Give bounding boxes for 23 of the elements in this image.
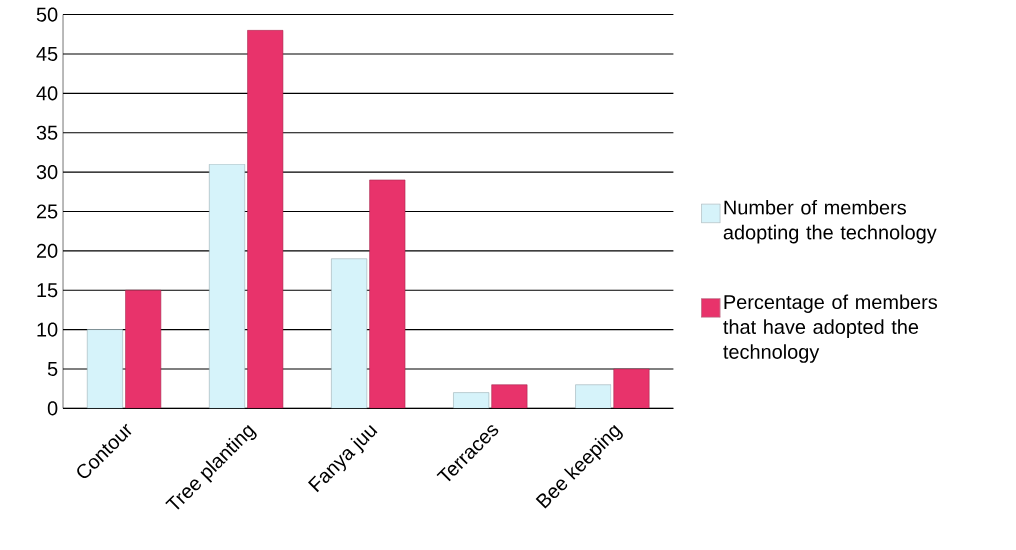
- bar: [453, 392, 490, 409]
- y-tick-label: 25: [36, 204, 58, 219]
- bar: [613, 368, 650, 409]
- bar: [209, 163, 246, 409]
- bar: [247, 29, 284, 409]
- bar: [125, 289, 162, 409]
- legend-label: Number of members adopting the technology: [723, 199, 937, 244]
- y-tick-label: 5: [47, 361, 58, 376]
- bar: [575, 384, 612, 409]
- y-tick-label: 10: [37, 322, 58, 337]
- y-tick-label: 30: [36, 164, 58, 180]
- y-tick-label: 0: [47, 401, 58, 416]
- bar: [331, 258, 368, 409]
- legend-label: Percentage of members that have adopted the technology: [723, 294, 938, 363]
- y-tick-label: 45: [36, 46, 58, 61]
- bar: [86, 329, 123, 409]
- y-tick-label: 15: [37, 283, 58, 298]
- y-tick-label: 35: [36, 125, 58, 140]
- bar: [369, 179, 406, 409]
- bar: [491, 384, 528, 409]
- y-tick-label: 40: [36, 86, 58, 101]
- y-tick-label: 20: [36, 243, 58, 258]
- y-tick-label: 50: [36, 7, 58, 22]
